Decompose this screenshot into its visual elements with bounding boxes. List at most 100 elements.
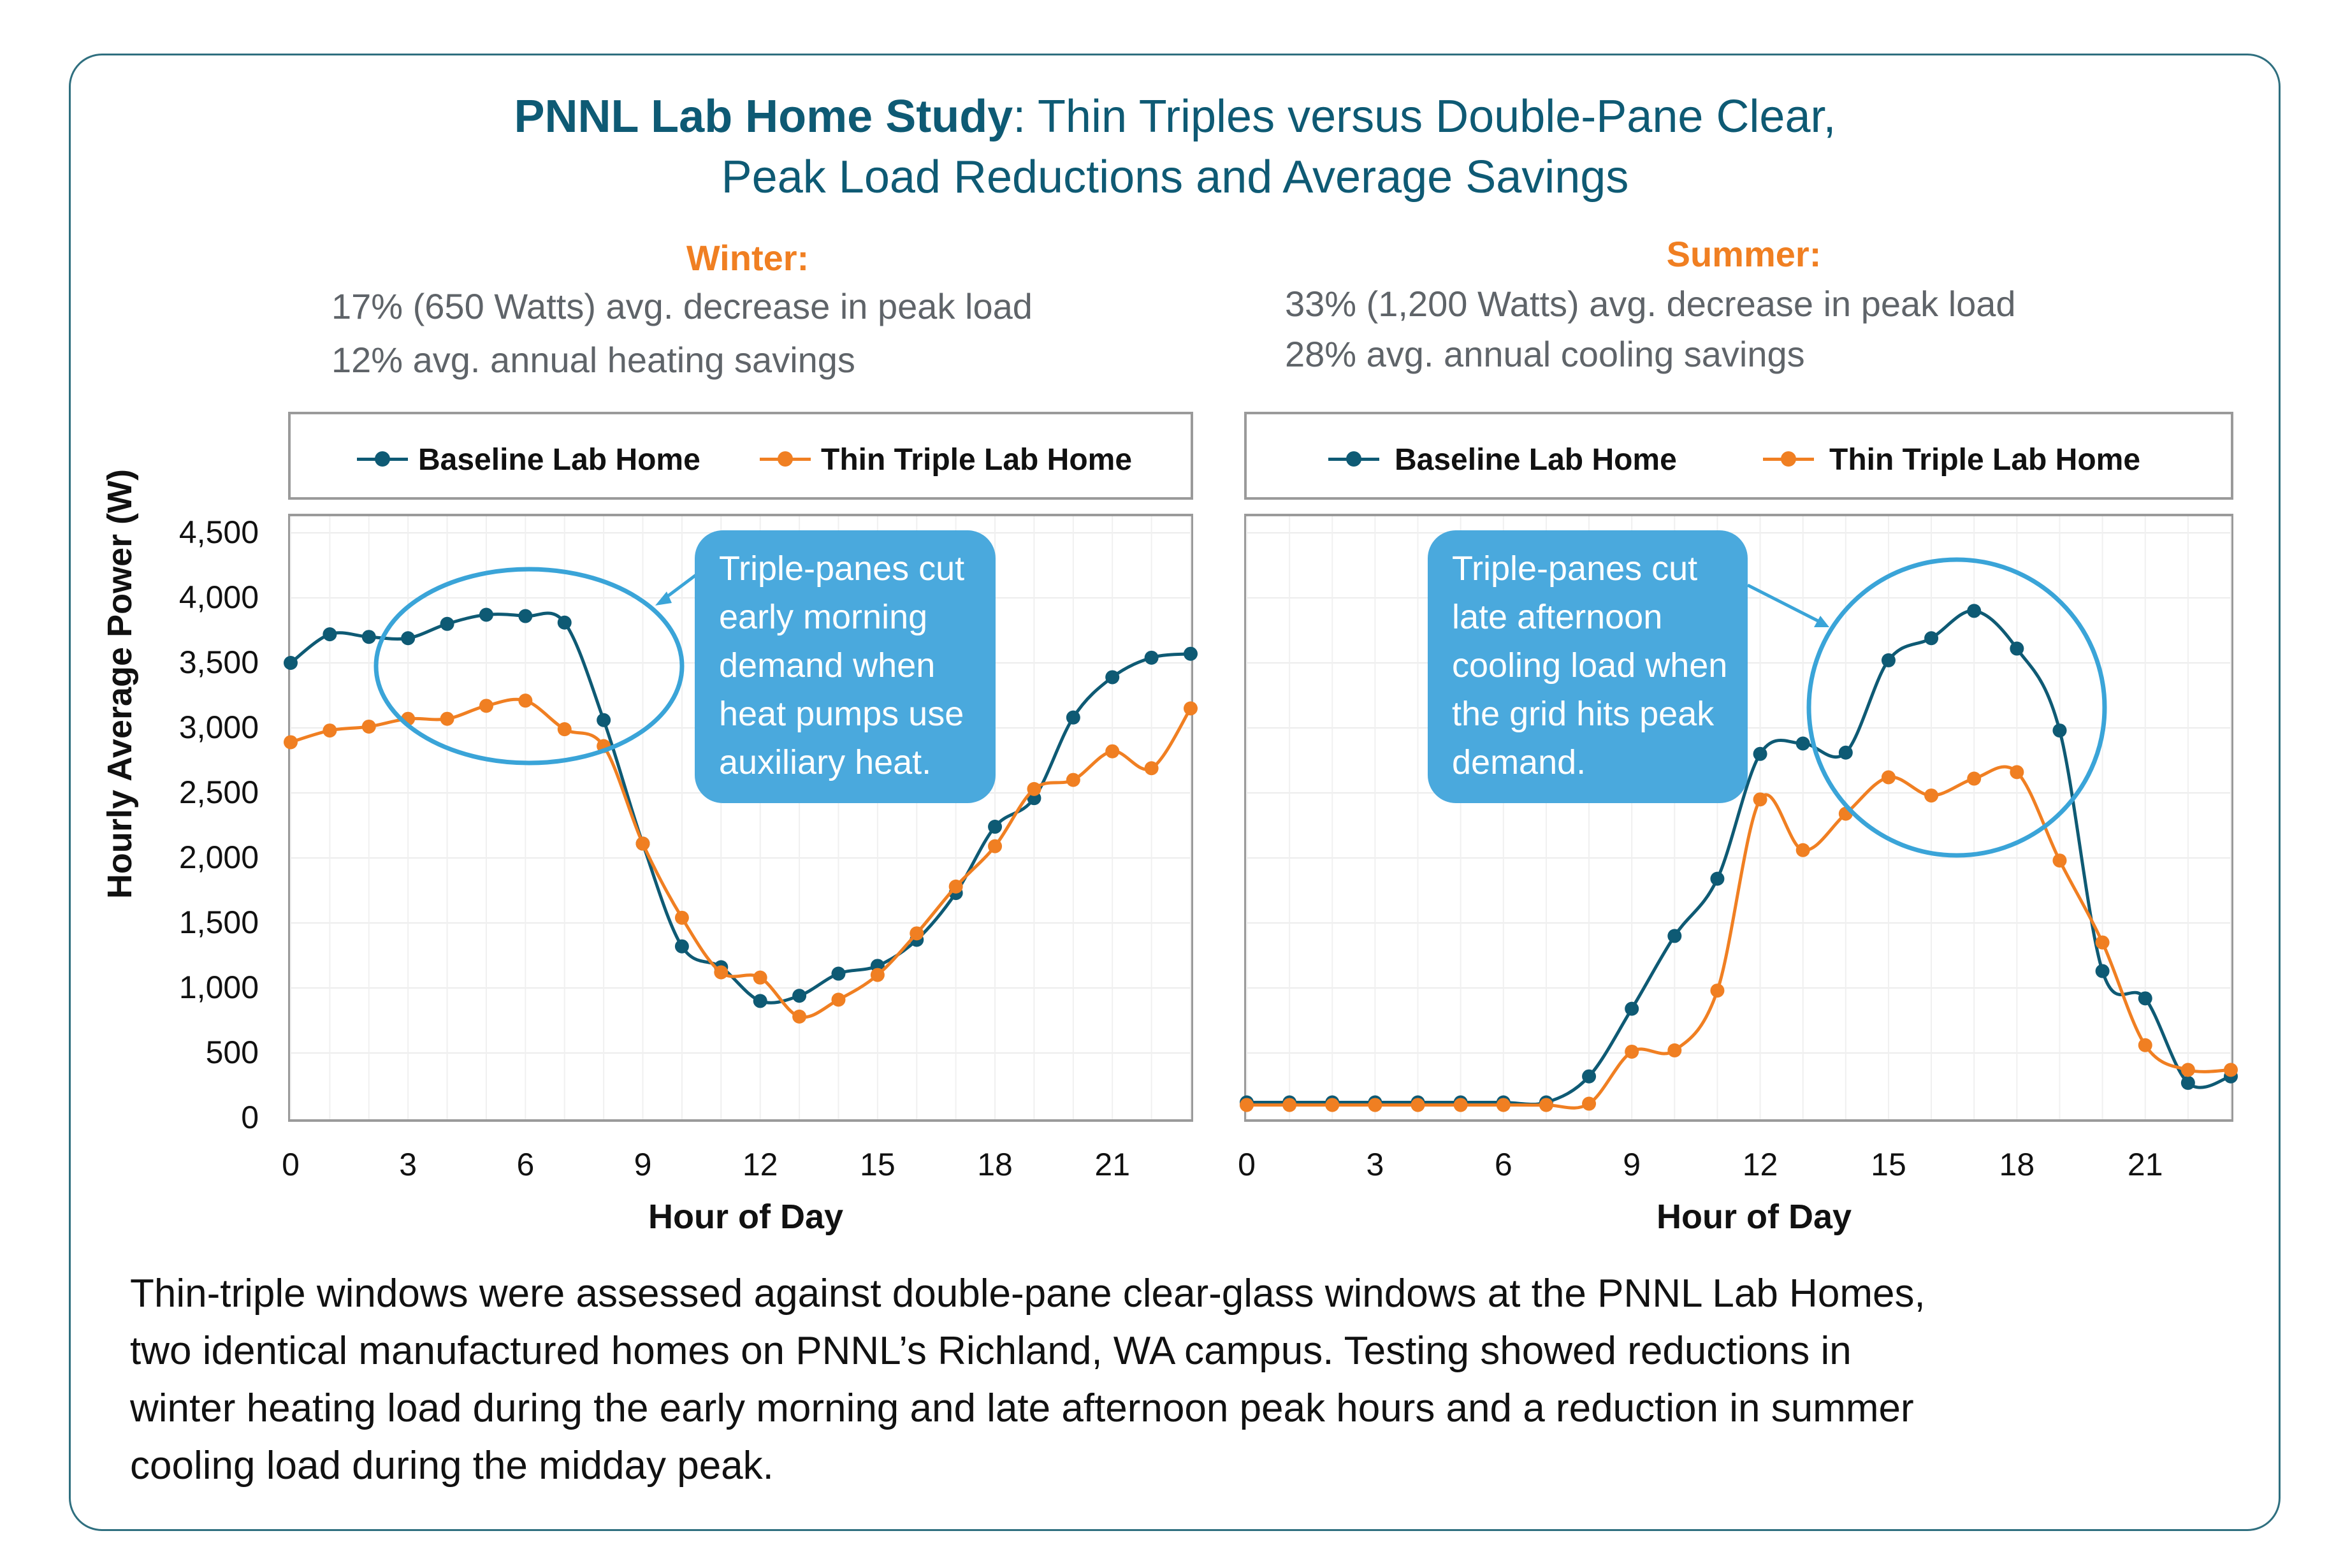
summer-thin-triple-point: [2224, 1063, 2238, 1077]
page-title: PNNL Lab Home Study: Thin Triples versus…: [514, 91, 1836, 142]
summer-thin-triple-point: [1453, 1098, 1468, 1112]
summer-thin-triple-point: [1710, 984, 1725, 998]
y-tick-label: 500: [205, 1034, 259, 1070]
winter-x-tick-label: 3: [399, 1147, 417, 1182]
summer-thin-triple-point: [1282, 1098, 1297, 1112]
summer-thin-triple-point: [1240, 1098, 1254, 1112]
summer-thin-triple-point: [2138, 1038, 2152, 1052]
winter-baseline-point: [988, 820, 1003, 834]
summer-x-axis-label: Hour of Day: [1656, 1198, 1852, 1236]
winter-callout-arrow-head: [655, 592, 672, 606]
page-subtitle: Peak Load Reductions and Average Savings: [721, 152, 1629, 203]
caption: Thin-triple windows were assessed agains…: [130, 1265, 2233, 1495]
winter-baseline-point: [674, 939, 689, 954]
winter-thin-triple-line: [290, 697, 1193, 1019]
summer-baseline-line: [1246, 609, 2231, 1107]
summer-baseline-point: [1838, 745, 1853, 760]
caption-line: two identical manufactured homes on PNNL…: [130, 1329, 1852, 1373]
winter-legend: Baseline Lab Home Thin Triple Lab Home: [288, 412, 1193, 500]
winter-thin-triple-point: [988, 839, 1003, 853]
legend-baseline-label: Baseline Lab Home: [1395, 443, 1677, 477]
winter-baseline-point: [1066, 710, 1080, 725]
winter-x-tick-label: 6: [516, 1147, 535, 1182]
winter-callout: Triple-panes cut early morning demand wh…: [695, 530, 996, 803]
winter-baseline-point: [1144, 650, 1159, 665]
summer-baseline-point: [2138, 991, 2152, 1006]
winter-thin-triple-point: [831, 992, 846, 1007]
winter-highlight-circle: [374, 567, 685, 766]
winter-x-tick-label: 0: [282, 1147, 300, 1182]
winter-thin-triple-point: [1144, 761, 1159, 776]
summer-baseline-point: [1582, 1069, 1597, 1084]
summer-callout-arrow: [1746, 583, 1824, 625]
winter-stat-peak: 17% (650 Watts) avg. decrease in peak lo…: [331, 286, 1033, 326]
summer-callout-line: cooling load when: [1452, 646, 1728, 685]
winter-thin-triple-point: [753, 970, 767, 985]
summer-baseline-point: [2010, 641, 2024, 656]
winter-thin-triple-point: [910, 926, 924, 941]
winter-thin-triple-point: [674, 910, 689, 925]
summer-thin-triple-point: [1924, 788, 1939, 803]
summer-thin-triple-point: [2095, 935, 2110, 950]
summer-callout-line: the grid hits peak: [1452, 695, 1715, 733]
summer-callout: Triple-panes cut late afternoon cooling …: [1428, 530, 1748, 803]
winter-stat-savings: 12% avg. annual heating savings: [331, 340, 855, 380]
summer-thin-triple-point: [1496, 1098, 1511, 1112]
y-tick-label: 1,500: [178, 904, 259, 940]
summer-stat-savings: 28% avg. annual cooling savings: [1285, 334, 1805, 374]
legend-baseline-marker: [1346, 451, 1361, 467]
legend-baseline-marker: [375, 451, 390, 467]
winter-x-tick-label: 21: [1094, 1147, 1131, 1182]
summer-plot-area: [1244, 514, 2233, 1122]
winter-x-tick-label: 18: [977, 1147, 1013, 1182]
y-tick-label: 3,000: [178, 709, 259, 745]
winter-callout-line: Triple-panes cut: [719, 549, 965, 588]
legend-thin-triple-label: Thin Triple Lab Home: [821, 443, 1133, 477]
winter-baseline-point: [1105, 670, 1120, 685]
winter-thin-triple-point: [1027, 781, 1041, 796]
summer-baseline-point: [1753, 746, 1767, 761]
winter-callout-line: demand when: [719, 646, 936, 685]
winter-thin-triple-point: [635, 836, 650, 851]
summer-thin-triple-point: [1795, 843, 1810, 857]
winter-plot-area: [288, 514, 1193, 1122]
winter-baseline-point: [479, 607, 493, 622]
summer-baseline-point: [1667, 929, 1682, 943]
summer-x-tick-label: 0: [1238, 1147, 1256, 1182]
winter-baseline-point: [323, 627, 337, 642]
summer-x-tick-label: 6: [1494, 1147, 1512, 1182]
summer-stat-peak: 33% (1,200 Watts) avg. decrease in peak …: [1285, 284, 2016, 324]
caption-line: Thin-triple windows were assessed agains…: [130, 1272, 1926, 1316]
winter-x-tick-label: 9: [634, 1147, 652, 1182]
y-tick-label: 1,000: [178, 969, 259, 1005]
summer-baseline-point: [2095, 964, 2110, 978]
winter-thin-triple-point: [1184, 701, 1198, 716]
summer-baseline-point: [1795, 736, 1810, 751]
summer-thin-triple-point: [1753, 792, 1767, 807]
winter-heading: Winter:: [686, 238, 809, 278]
y-tick-label: 2,500: [178, 774, 259, 810]
winter-baseline-point: [1184, 646, 1198, 661]
summer-baseline-point: [1881, 653, 1896, 667]
summer-thin-triple-point: [2180, 1063, 2195, 1077]
winter-thin-triple-point: [714, 965, 729, 980]
winter-thin-triple-point: [323, 723, 337, 738]
summer-x-tick-label: 15: [1871, 1147, 1906, 1182]
summer-thin-triple-point: [1411, 1098, 1425, 1112]
summer-baseline-point: [2052, 723, 2067, 738]
summer-callout-arrow-head: [1814, 616, 1829, 627]
winter-thin-triple-point: [1066, 773, 1080, 787]
winter-thin-triple-point: [870, 968, 885, 982]
winter-baseline-point: [831, 966, 846, 981]
winter-callout-line: early morning: [719, 598, 928, 636]
summer-thin-triple-point: [1967, 771, 1982, 786]
summer-baseline-point: [2180, 1075, 2195, 1090]
legend-baseline-label: Baseline Lab Home: [418, 443, 700, 477]
y-tick-label: 4,000: [178, 579, 259, 615]
summer-x-tick-label: 18: [1999, 1147, 2035, 1182]
summer-legend: Baseline Lab Home Thin Triple Lab Home: [1244, 412, 2233, 500]
legend-thin-triple-marker: [778, 451, 793, 467]
winter-baseline-point: [361, 630, 376, 644]
winter-thin-triple-point: [518, 693, 533, 708]
